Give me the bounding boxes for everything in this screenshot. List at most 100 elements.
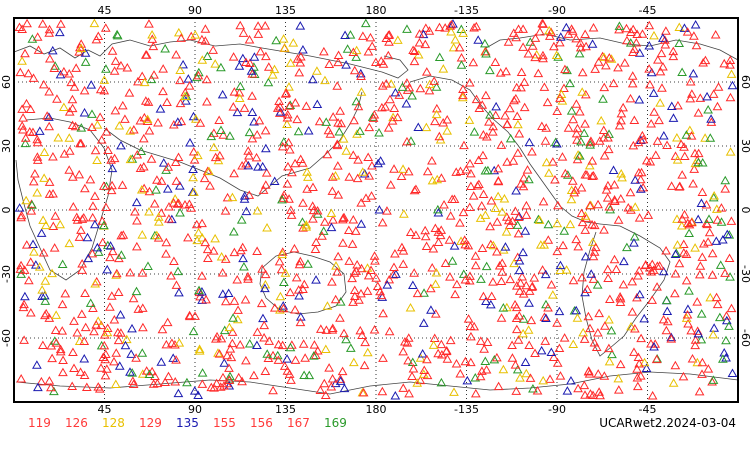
occultation-marker [44, 121, 55, 131]
occultation-marker [41, 220, 51, 230]
occultation-marker [385, 94, 395, 104]
occultation-marker [686, 217, 697, 227]
occultation-marker [19, 299, 29, 309]
occultation-marker [427, 262, 438, 272]
occultation-marker [537, 265, 548, 274]
occultation-marker [326, 208, 337, 218]
occultation-marker [241, 57, 251, 67]
occultation-marker [588, 170, 599, 180]
occultation-marker [588, 274, 599, 283]
occultation-marker [577, 67, 588, 77]
occultation-marker [398, 383, 409, 392]
occultation-marker [258, 313, 268, 323]
occultation-marker [194, 287, 205, 297]
occultation-marker [456, 236, 466, 245]
occultation-marker [530, 52, 541, 62]
occultation-marker [40, 276, 51, 285]
occultation-marker [491, 101, 501, 111]
occultation-marker [17, 56, 27, 65]
occultation-marker [600, 321, 610, 330]
occultation-marker [380, 102, 391, 111]
occultation-marker [515, 373, 525, 382]
occultation-marker [321, 117, 332, 126]
occultation-marker [622, 35, 632, 45]
occultation-marker [355, 126, 365, 135]
occultation-marker [101, 364, 112, 373]
occultation-marker [726, 303, 737, 313]
occultation-marker [21, 195, 32, 205]
occultation-marker [649, 30, 659, 40]
occultation-marker [332, 161, 343, 170]
occultation-marker [48, 221, 59, 231]
occultation-marker [132, 215, 142, 225]
occultation-marker [341, 334, 351, 344]
occultation-marker [58, 367, 68, 377]
occultation-marker [580, 225, 591, 234]
occultation-marker [282, 179, 293, 188]
occultation-marker [536, 345, 547, 355]
occultation-marker [157, 324, 168, 334]
occultation-marker [87, 109, 97, 118]
occultation-marker [551, 139, 562, 148]
occultation-marker [131, 286, 142, 296]
occultation-marker [87, 248, 98, 258]
occultation-marker [476, 200, 487, 210]
occultation-marker [214, 150, 225, 160]
occultation-marker [425, 283, 436, 293]
occultation-marker [654, 115, 664, 125]
occultation-marker [365, 32, 376, 42]
occultation-marker [541, 123, 552, 132]
occultation-marker [687, 353, 698, 363]
occultation-marker [298, 44, 308, 54]
occultation-marker [25, 308, 36, 317]
occultation-marker [551, 50, 562, 60]
occultation-marker [661, 245, 671, 255]
occultation-marker [389, 262, 399, 272]
occultation-marker [220, 296, 231, 306]
occultation-marker [469, 127, 480, 136]
occultation-marker [319, 46, 329, 56]
occultation-marker [273, 355, 284, 364]
occultation-marker [508, 156, 519, 165]
occultation-marker [220, 206, 231, 215]
top-lon-tick-label: -45 [639, 4, 657, 17]
occultation-marker [228, 102, 239, 111]
occultation-marker [697, 357, 708, 367]
occultation-marker [478, 150, 488, 160]
occultation-marker [518, 247, 528, 257]
occultation-marker [224, 375, 235, 385]
occultation-marker [87, 212, 98, 222]
occultation-marker [94, 384, 105, 393]
occultation-marker [615, 194, 626, 203]
occultation-marker [201, 294, 211, 304]
occultation-marker [359, 168, 370, 178]
occultation-marker [403, 333, 414, 342]
occultation-marker [715, 260, 726, 269]
occultation-marker [536, 121, 547, 131]
occultation-marker [510, 360, 521, 369]
occultation-marker [636, 333, 646, 343]
occultation-marker [434, 22, 445, 32]
occultation-marker [566, 194, 577, 204]
occultation-marker [601, 185, 612, 194]
occultation-marker [590, 242, 601, 252]
occultation-marker [247, 133, 258, 143]
occultation-marker [609, 179, 620, 189]
occultation-marker [268, 350, 278, 360]
occultation-marker [580, 390, 590, 399]
occultation-marker [30, 168, 40, 178]
occultation-marker [518, 173, 529, 182]
occultation-marker [550, 174, 560, 184]
occultation-marker [378, 59, 389, 68]
occultation-marker [678, 371, 689, 381]
occultation-marker [114, 120, 125, 130]
occultation-marker [500, 110, 510, 120]
occultation-marker [441, 346, 452, 356]
left-lat-tick-label: 60 [0, 75, 13, 89]
occultation-marker [339, 328, 349, 338]
occultation-marker [496, 276, 507, 286]
occultation-marker [405, 227, 416, 237]
occultation-marker [348, 297, 358, 306]
occultation-marker [462, 375, 473, 385]
occultation-marker [436, 339, 447, 349]
